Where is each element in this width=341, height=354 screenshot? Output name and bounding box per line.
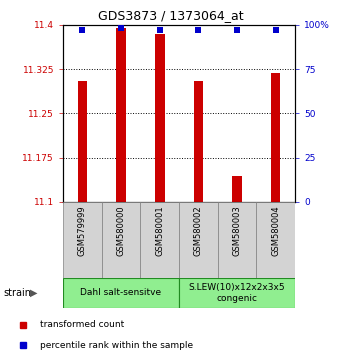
Text: GDS3873 / 1373064_at: GDS3873 / 1373064_at (98, 9, 243, 22)
Bar (232, 176, 242, 202)
Text: strain: strain (3, 288, 31, 298)
Bar (271, 73, 281, 202)
Bar (194, 81, 203, 202)
Text: GSM580003: GSM580003 (233, 206, 241, 256)
Bar (116, 28, 126, 202)
Bar (179, 278, 295, 308)
Text: GSM580001: GSM580001 (155, 206, 164, 256)
Bar (179, 202, 218, 278)
Text: S.LEW(10)x12x2x3x5
congenic: S.LEW(10)x12x2x3x5 congenic (189, 283, 285, 303)
Text: transformed count: transformed count (40, 320, 124, 329)
Bar (256, 202, 295, 278)
Text: GSM580002: GSM580002 (194, 206, 203, 256)
Text: ▶: ▶ (30, 288, 38, 298)
Bar (140, 202, 179, 278)
Text: GSM579999: GSM579999 (78, 206, 87, 256)
Text: Dahl salt-sensitve: Dahl salt-sensitve (80, 289, 162, 297)
Bar (155, 34, 164, 202)
Bar (63, 202, 102, 278)
Bar (218, 202, 256, 278)
Bar (63, 278, 179, 308)
Text: GSM580000: GSM580000 (117, 206, 125, 256)
Bar (78, 81, 87, 202)
Text: GSM580004: GSM580004 (271, 206, 280, 256)
Text: percentile rank within the sample: percentile rank within the sample (40, 341, 193, 349)
Bar (102, 202, 140, 278)
